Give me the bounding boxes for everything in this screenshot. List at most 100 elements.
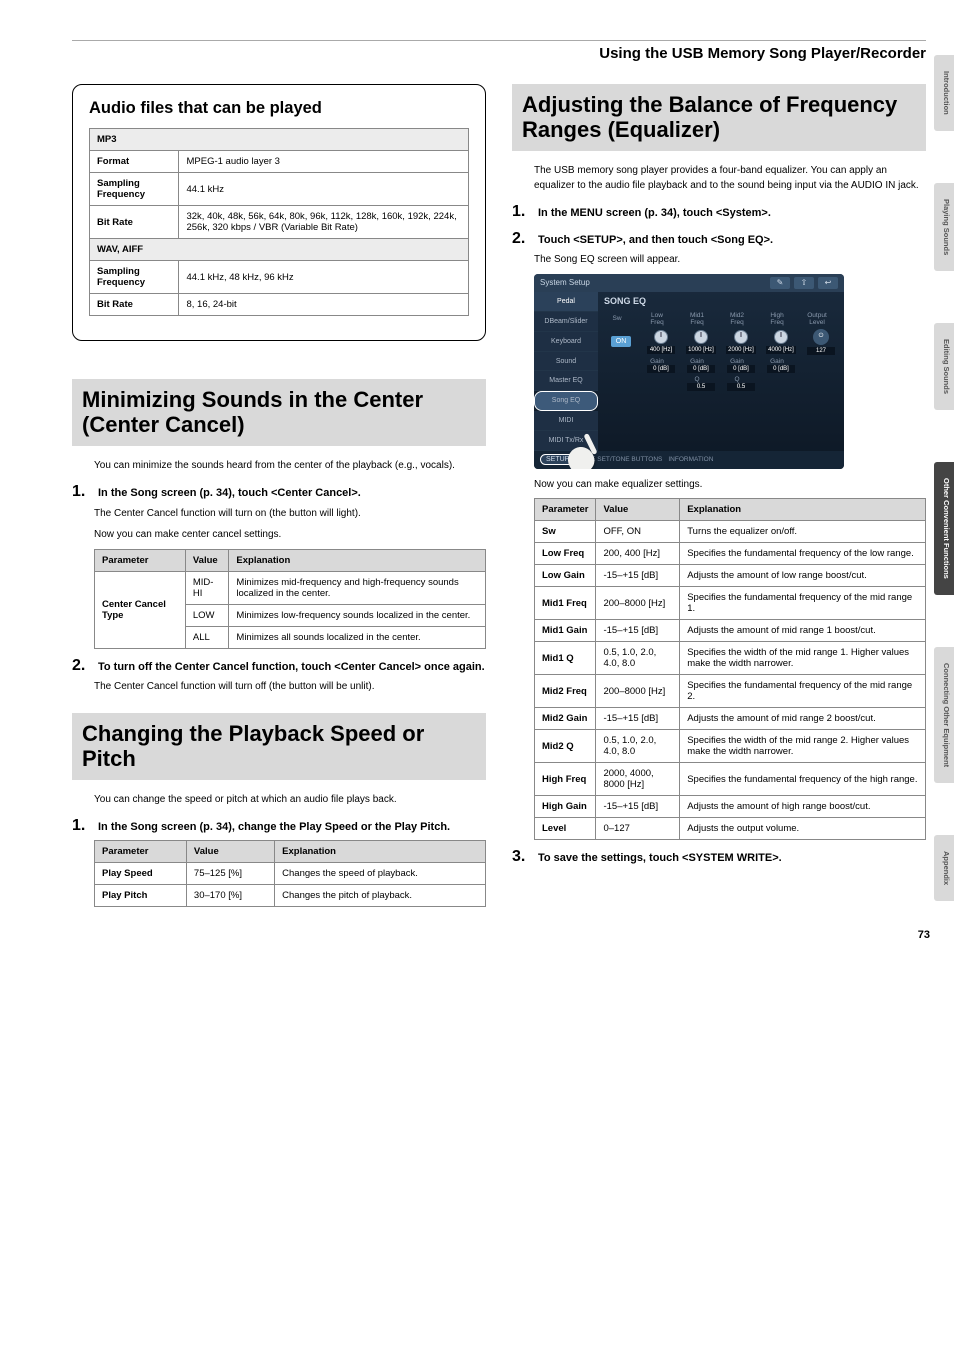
- tab-editing-sounds[interactable]: Editing Sounds: [934, 323, 954, 410]
- cell: Level: [535, 818, 596, 840]
- ss-val: 2000 [Hz]: [726, 346, 756, 354]
- th: Value: [186, 840, 274, 862]
- ss-val: 0.5: [687, 383, 715, 391]
- write-icon: ✎: [770, 277, 790, 289]
- step: 1. In the MENU screen (p. 34), touch <Sy…: [512, 203, 926, 222]
- ss-label: Mid1: [684, 312, 710, 319]
- cell: Play Speed: [95, 862, 187, 884]
- ss-val: 0.5: [727, 383, 755, 391]
- ss-q-row: Q0.5 Q0.5: [604, 376, 838, 391]
- ss-side-item: Pedal: [534, 292, 598, 312]
- side-tabs: Introduction Playing Sounds Editing Soun…: [934, 55, 954, 901]
- cell: Play Pitch: [95, 884, 187, 906]
- step: 1. In the Song screen (p. 34), touch <Ce…: [72, 483, 486, 502]
- center-cancel-table: Parameter Value Explanation Center Cance…: [94, 549, 486, 649]
- eq-heading: Adjusting the Balance of Frequency Range…: [512, 84, 926, 151]
- cell: -15–+15 [dB]: [596, 565, 680, 587]
- cell: Specifies the width of the mid range 1. …: [680, 642, 926, 675]
- cell: Adjusts the amount of mid range 1 boost/…: [680, 620, 926, 642]
- th: Parameter: [535, 499, 596, 521]
- eq-intro: The USB memory song player provides a fo…: [512, 163, 926, 193]
- th: Value: [185, 549, 229, 571]
- cell: Adjusts the output volume.: [680, 818, 926, 840]
- cell: 200–8000 [Hz]: [596, 675, 680, 708]
- sub-text: The Song EQ screen will appear.: [512, 252, 926, 268]
- step-text: To save the settings, touch <SYSTEM WRIT…: [538, 848, 782, 867]
- cell: Adjusts the amount of high range boost/c…: [680, 796, 926, 818]
- center-cancel-heading: Minimizing Sounds in the Center (Center …: [72, 379, 486, 446]
- tab-playing-sounds[interactable]: Playing Sounds: [934, 183, 954, 271]
- cell: MPEG-1 audio layer 3: [179, 151, 469, 173]
- cell: 44.1 kHz, 48 kHz, 96 kHz: [179, 261, 469, 294]
- cell: Bit Rate: [90, 294, 179, 316]
- cell: Changes the pitch of playback.: [275, 884, 486, 906]
- cell: 30–170 [%]: [186, 884, 274, 906]
- tab-connecting[interactable]: Connecting Other Equipment: [934, 647, 954, 783]
- cell: Sampling Frequency: [90, 173, 179, 206]
- sub-text: Now you can make equalizer settings.: [512, 477, 926, 493]
- ss-knob-row: ON 400 [Hz] 1000 [Hz] 2000 [Hz] 4000 [Hz…: [604, 329, 838, 355]
- cell: -15–+15 [dB]: [596, 796, 680, 818]
- ss-label: Freq: [764, 319, 790, 326]
- ss-label: Freq: [724, 319, 750, 326]
- cell: Adjusts the amount of low range boost/cu…: [680, 565, 926, 587]
- step-number: 1.: [72, 817, 92, 836]
- step: 3. To save the settings, touch <SYSTEM W…: [512, 848, 926, 867]
- cell: LOW: [185, 604, 229, 626]
- cell: Low Gain: [535, 565, 596, 587]
- cell: Specifies the fundamental frequency of t…: [680, 763, 926, 796]
- ss-label: Q: [684, 376, 710, 383]
- sub-text: The Center Cancel function will turn on …: [72, 506, 486, 522]
- cell: Mid1 Q: [535, 642, 596, 675]
- cell: ALL: [185, 626, 229, 648]
- ss-label: Gain: [684, 358, 710, 365]
- ss-panel-title: SONG EQ: [604, 296, 838, 306]
- th: Explanation: [680, 499, 926, 521]
- cell: Minimizes all sounds localized in the ce…: [229, 626, 486, 648]
- cell: 44.1 kHz: [179, 173, 469, 206]
- page-number: 73: [918, 929, 930, 941]
- ss-on-chip: ON: [611, 336, 632, 347]
- cell: Adjusts the amount of mid range 2 boost/…: [680, 708, 926, 730]
- output-icon: ⏻: [813, 329, 829, 345]
- ss-side-item: MIDI: [534, 411, 598, 431]
- ss-label: Sw: [604, 315, 630, 322]
- eq-table: Parameter Value Explanation SwOFF, ONTur…: [534, 498, 926, 840]
- center-cancel-table-wrap: Parameter Value Explanation Center Cance…: [72, 549, 486, 649]
- header-rule: [72, 40, 926, 41]
- th: Parameter: [95, 549, 186, 571]
- ss-label: Freq: [684, 319, 710, 326]
- ss-side-item: Master EQ: [534, 371, 598, 391]
- wav-subhead: WAV, AIFF: [90, 239, 469, 261]
- tab-introduction[interactable]: Introduction: [934, 55, 954, 131]
- ss-col-labels: Sw LowFreq Mid1Freq Mid2Freq HighFreq Ou…: [604, 312, 838, 326]
- cell: Specifies the width of the mid range 2. …: [680, 730, 926, 763]
- ss-side-item: Sound: [534, 352, 598, 372]
- ss-val: 1000 [Hz]: [686, 346, 716, 354]
- step-text: In the MENU screen (p. 34), touch <Syste…: [538, 203, 771, 222]
- cell: Minimizes mid-frequency and high-frequen…: [229, 571, 486, 604]
- step: 1. In the Song screen (p. 34), change th…: [72, 817, 486, 836]
- mp3-subhead: MP3: [90, 129, 469, 151]
- ss-main: SONG EQ Sw LowFreq Mid1Freq Mid2Freq Hig…: [598, 292, 844, 451]
- cell: Specifies the fundamental frequency of t…: [680, 543, 926, 565]
- ss-val: 0 [dB]: [687, 365, 715, 373]
- cell: Low Freq: [535, 543, 596, 565]
- cell: 200–8000 [Hz]: [596, 587, 680, 620]
- cell: Changes the speed of playback.: [275, 862, 486, 884]
- ss-title: System Setup: [540, 278, 590, 287]
- cell: 0.5, 1.0, 2.0, 4.0, 8.0: [596, 730, 680, 763]
- knob-icon: [734, 330, 748, 344]
- ss-val: 0 [dB]: [767, 365, 795, 373]
- two-column-layout: Audio files that can be played MP3 Forma…: [72, 84, 926, 915]
- ss-label: Low: [644, 312, 670, 319]
- tab-other-functions[interactable]: Other Convenient Functions: [934, 462, 954, 595]
- tab-appendix[interactable]: Appendix: [934, 835, 954, 901]
- th: Parameter: [95, 840, 187, 862]
- up-icon: ⇧: [794, 277, 814, 289]
- cell: 0.5, 1.0, 2.0, 4.0, 8.0: [596, 642, 680, 675]
- cell: High Freq: [535, 763, 596, 796]
- cell: Center Cancel Type: [95, 571, 186, 648]
- right-column: Adjusting the Balance of Frequency Range…: [512, 84, 926, 915]
- ss-label: Freq: [644, 319, 670, 326]
